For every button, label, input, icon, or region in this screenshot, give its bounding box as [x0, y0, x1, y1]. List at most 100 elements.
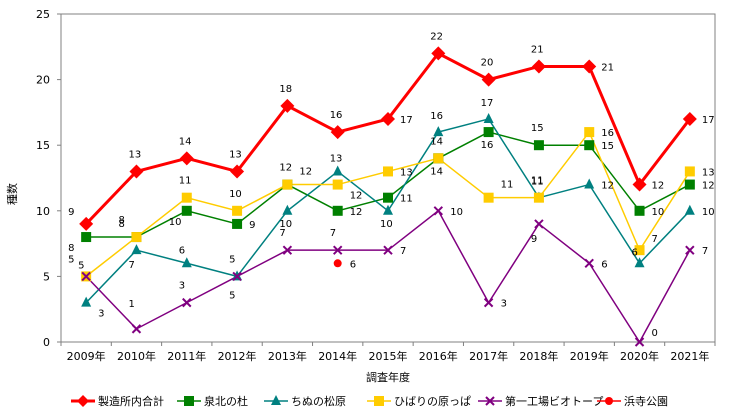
data-label: 21	[531, 44, 544, 55]
legend-item: ひばりの原っぱ	[367, 395, 471, 408]
data-label: 6	[179, 245, 185, 256]
data-label: 10	[279, 219, 292, 230]
y-tick-label: 25	[36, 8, 50, 21]
legend-marker	[374, 396, 384, 406]
data-label: 11	[179, 176, 192, 187]
x-tick-label: 2013年	[268, 349, 307, 363]
data-label: 6	[350, 259, 356, 270]
data-point	[483, 297, 494, 308]
data-point	[483, 192, 494, 203]
data-point	[131, 244, 142, 255]
data-label: 3	[501, 299, 507, 310]
data-label: 7	[279, 228, 285, 239]
x-tick-label: 2020年	[620, 349, 659, 363]
x-tick-label: 2015年	[369, 349, 408, 363]
data-label: 6	[632, 247, 638, 258]
data-point	[433, 153, 444, 164]
data-label: 12	[652, 181, 665, 192]
data-label: 11	[531, 176, 544, 187]
plot-area	[60, 13, 716, 343]
data-point	[230, 164, 245, 179]
data-label: 12	[279, 163, 292, 174]
data-label: 5	[78, 260, 84, 271]
data-point	[179, 151, 194, 166]
data-label: 10	[229, 189, 242, 200]
data-label: 14	[430, 166, 443, 177]
data-label: 3	[98, 309, 104, 320]
data-point	[81, 232, 92, 243]
data-label: 16	[481, 140, 494, 151]
data-label: 22	[430, 31, 443, 42]
series-markers	[79, 46, 697, 347]
data-label: 10	[450, 207, 463, 218]
x-tick-label: 2014年	[318, 349, 357, 363]
data-point	[81, 296, 92, 307]
data-point	[685, 245, 695, 255]
data-point	[81, 271, 91, 282]
data-point	[280, 98, 295, 113]
data-label: 7	[330, 228, 336, 239]
data-point	[682, 111, 697, 126]
x-tick-label: 2021年	[670, 349, 709, 363]
legend-label: 第一工場ビオトープ	[505, 394, 603, 408]
data-label: 3	[179, 281, 185, 292]
data-point	[634, 337, 645, 347]
data-label: 12	[702, 181, 715, 192]
data-point	[181, 257, 192, 268]
data-label: 13	[330, 153, 343, 164]
data-point	[181, 205, 192, 216]
data-point	[483, 127, 494, 138]
y-axis: 0 5 10 15 20 25	[36, 8, 61, 349]
data-label: 11	[400, 194, 413, 205]
data-label: 5	[229, 254, 235, 265]
legend-marker	[485, 396, 495, 406]
data-point	[131, 232, 142, 243]
data-point	[332, 165, 343, 176]
legend-item: 泉北の杜	[177, 394, 248, 408]
data-label: 16	[430, 111, 443, 122]
data-point	[481, 72, 496, 87]
data-point	[632, 177, 647, 192]
x-axis: 2009年 2010年 2011年 2012年 2013年 2014年 2015年 2016年…	[60, 342, 716, 363]
legend-label: 泉北の杜	[204, 394, 248, 408]
data-label: 8	[118, 219, 124, 230]
data-label: 12	[350, 207, 363, 218]
x-axis-title: 調査年度	[366, 370, 410, 384]
data-label: 7	[128, 260, 134, 271]
data-label: 11	[531, 177, 544, 188]
data-point	[182, 297, 192, 308]
legend-marker	[184, 396, 194, 406]
legend-marker	[605, 397, 613, 405]
data-point	[483, 112, 494, 123]
data-label: 15	[601, 141, 614, 152]
data-point	[584, 178, 595, 189]
data-point	[383, 204, 393, 215]
data-label: 9	[531, 234, 537, 245]
data-label: 12	[299, 167, 312, 178]
x-tick-label: 2016年	[419, 349, 458, 363]
data-label: 17	[481, 98, 494, 109]
data-point	[330, 125, 345, 140]
y-tick-label: 20	[36, 74, 50, 87]
y-tick-label: 15	[36, 139, 50, 152]
data-point	[433, 206, 444, 216]
data-point	[332, 245, 343, 255]
data-point	[282, 245, 293, 255]
data-point	[582, 59, 597, 74]
data-point	[232, 205, 243, 216]
data-point	[684, 166, 695, 177]
legend-item: 浜寺公園	[597, 395, 668, 408]
data-label: 8	[68, 243, 74, 254]
data-label: 5	[229, 290, 235, 301]
data-label: 10	[169, 217, 182, 228]
legend-label: ちぬの松原	[291, 394, 346, 408]
data-label: 13	[400, 167, 413, 178]
data-label: 7	[652, 234, 658, 245]
data-point	[381, 111, 395, 126]
data-label: 10	[702, 207, 715, 218]
data-label: 9	[249, 220, 255, 231]
data-point	[383, 192, 393, 203]
x-tick-label: 2009年	[67, 349, 106, 363]
data-label: 0	[652, 328, 658, 339]
